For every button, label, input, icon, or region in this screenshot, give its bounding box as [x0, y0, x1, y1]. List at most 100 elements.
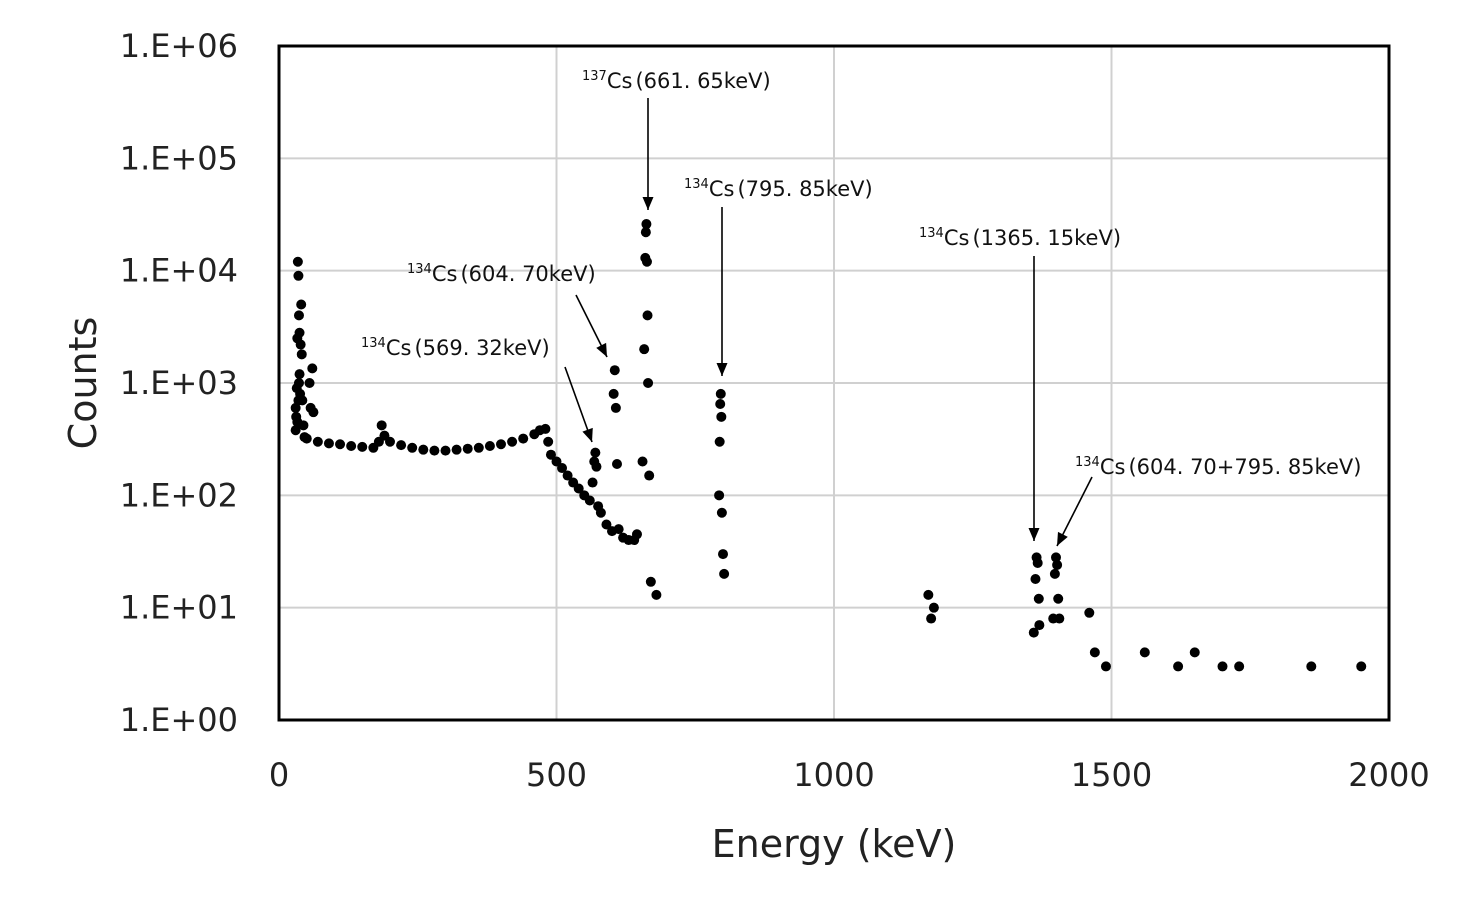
isotope-symbol: Cs [1100, 455, 1126, 479]
data-point [440, 445, 451, 456]
data-point [462, 443, 473, 454]
data-point [718, 549, 728, 560]
isotope-symbol: Cs [432, 262, 458, 286]
annotation-arrow-head [1028, 528, 1040, 541]
data-point [609, 365, 620, 376]
data-point [590, 447, 601, 458]
data-point [307, 363, 318, 374]
peak-energy-text: (604. 70+795. 85keV) [1128, 455, 1361, 479]
annotation-arrow-head [582, 427, 593, 442]
annotation-arrow-line [564, 366, 593, 443]
annotation-arrow-head [716, 363, 728, 376]
x-tick-label: 1000 [793, 756, 874, 794]
peak-annotation: 134Cs (795. 85keV) [684, 177, 873, 376]
data-point [396, 440, 407, 451]
data-point [644, 470, 655, 481]
data-point [293, 395, 304, 406]
data-point [714, 490, 725, 501]
isotope-symbol: Cs [607, 69, 633, 93]
data-point [573, 483, 584, 494]
data-point [323, 438, 334, 449]
peak-annotation: 134Cs (1365. 15keV) [919, 226, 1121, 541]
isotope-mass-number: 137 [582, 69, 607, 84]
data-point [518, 433, 529, 444]
peak-annotations: 137Cs (661. 65keV)134Cs (795. 85keV)134Cs(… [361, 69, 1361, 547]
data-point [1049, 568, 1060, 579]
peak-energy-text: (795. 85keV) [737, 177, 872, 201]
grid-lines [278, 45, 1390, 721]
data-point [376, 420, 387, 431]
y-tick-label: 1.E+01 [120, 589, 238, 627]
x-tick-label: 0 [269, 756, 289, 794]
data-point [1356, 661, 1367, 672]
isotope-mass-number: 134 [919, 226, 944, 241]
peak-annotation-label: 137Cs (661. 65keV) [582, 69, 771, 93]
peak-energy-text: (569. 32keV) [414, 336, 549, 360]
data-point [308, 407, 319, 418]
peak-energy-text: (1365. 15keV) [972, 226, 1121, 250]
annotation-arrow-head [596, 342, 607, 357]
data-point [928, 602, 939, 613]
data-point [296, 299, 307, 310]
data-point [298, 420, 309, 431]
data-point [637, 456, 648, 467]
data-point [587, 477, 598, 488]
data-point [645, 576, 656, 587]
data-point [1189, 647, 1200, 658]
data-point [1084, 607, 1095, 618]
data-point [385, 436, 395, 447]
peak-annotation-label: 134Cs (795. 85keV) [684, 177, 873, 201]
peak-annotation-label: 134Cs (604. 70+795. 85keV) [1075, 455, 1361, 479]
data-point [639, 344, 650, 355]
data-point [1089, 647, 1100, 658]
data-point [601, 519, 612, 530]
data-point [294, 369, 305, 380]
data-point [642, 310, 653, 321]
isotope-symbol: Cs [386, 336, 412, 360]
data-point [418, 444, 429, 455]
isotope-mass-number: 134 [361, 336, 386, 351]
peak-energy-text: (661. 65keV) [635, 69, 770, 93]
data-point [1234, 661, 1245, 672]
data-point [608, 388, 619, 399]
data-point [715, 388, 726, 399]
isotope-symbol: Cs [709, 177, 735, 201]
peak-annotation: 134Cs (604. 70+795. 85keV) [1056, 455, 1361, 547]
data-point [551, 456, 562, 467]
data-point [540, 423, 551, 434]
data-point [451, 444, 462, 455]
data-point [1034, 620, 1045, 631]
data-point [716, 411, 727, 422]
peak-annotation: 137Cs (661. 65keV) [582, 69, 771, 210]
peak-annotation-label: 134Cs (604. 70keV) [407, 262, 596, 286]
data-point [296, 349, 307, 360]
data-point [1054, 613, 1065, 624]
data-point [407, 442, 418, 453]
data-point [1028, 627, 1039, 638]
data-point [641, 219, 652, 230]
data-point [1217, 661, 1228, 672]
data-point [1033, 593, 1044, 604]
data-point [473, 442, 484, 453]
data-point [631, 529, 642, 540]
peak-energy-text: (604. 70keV) [460, 262, 595, 286]
data-point [595, 507, 606, 518]
isotope-mass-number: 134 [684, 177, 709, 192]
x-tick-label: 1500 [1071, 756, 1152, 794]
data-point [357, 441, 368, 452]
plot-frame [277, 44, 1391, 722]
x-axis-title: Energy (keV) [712, 822, 957, 866]
data-point [640, 227, 651, 238]
data-point [716, 507, 727, 518]
peak-annotation: 134Cs (569. 32keV) [361, 336, 593, 443]
data-point [557, 463, 568, 474]
data-point [507, 436, 518, 447]
data-point [295, 339, 306, 350]
data-point [643, 378, 654, 388]
data-point [429, 445, 440, 456]
data-point [1052, 559, 1063, 570]
x-tick-label: 2000 [1348, 756, 1429, 794]
data-point [304, 378, 315, 388]
y-tick-label: 1.E+04 [120, 252, 238, 290]
data-point [591, 461, 602, 472]
